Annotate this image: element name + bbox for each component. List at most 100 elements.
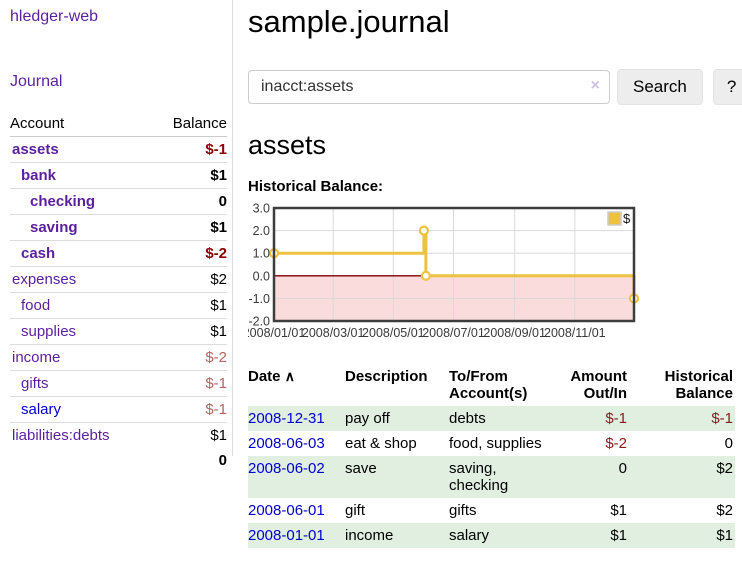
search-box: × [248,70,610,104]
plot-border [272,206,636,323]
x-tick-label: 2008/09/01 [483,326,546,340]
page-title: sample.journal [248,4,450,39]
transaction-balance: $2 [637,456,735,498]
account-balance: $-2 [150,344,227,371]
transaction-date-link[interactable]: 2008-12-31 [248,410,325,427]
data-point-marker [420,270,431,281]
historical-balance-chart: 3.0 2.0 1.0 0.0 -1.0 -2.0 2008/01/01 2008/03/01… [243,201,742,347]
register-row: 2008-06-03 eat & shop food, supplies $-2 0 [248,431,735,456]
sidebar-account-link[interactable]: bank [21,167,57,184]
register-header-date[interactable]: Date ∧ [248,368,295,385]
sidebar-account-row: cash $-2 [10,240,227,267]
sidebar-account-row: gifts $-1 [10,370,227,397]
y-tick-label: -2.0 [248,315,270,329]
accounts-total-value: 0 [218,452,227,469]
transaction-description: save [345,456,449,498]
register-header-amount: Amount Out/In [570,368,627,402]
sidebar-account-link[interactable]: liabilities:debts [12,427,110,444]
transaction-amount: $1 [610,502,627,519]
transaction-description: income [345,523,449,548]
register-header-accounts: To/From Account(s) [449,368,528,402]
help-button[interactable]: ? [712,69,742,105]
x-tick-label: 2008/05/01 [362,326,425,340]
sidebar-account-row: checking 0 [10,188,227,215]
sidebar-account-link[interactable]: food [21,297,51,314]
y-tick-label: 3.0 [253,202,270,216]
sidebar-account-link[interactable]: expenses [12,271,77,288]
clear-search-icon[interactable]: × [590,77,600,94]
account-balance: $2 [150,266,227,293]
account-balance: $-2 [150,240,227,267]
transaction-balance: $2 [716,502,733,519]
account-balance: $1 [150,292,227,319]
sidebar-account-link[interactable]: supplies [21,323,77,340]
register-row: 2008-06-02 save saving, checking 0 $2 [248,456,735,498]
main-content: sample.journal × Search ? assets Histori… [234,0,742,548]
register-header-description: Description [345,368,428,385]
sort-asc-icon: ∧ [284,368,295,384]
account-balance: $1 [150,422,227,448]
account-balance: $1 [150,162,227,189]
accounts-table: Account Balance assets $-1 bank $1 checking 0… [10,112,227,473]
accounts-header-account: Account [10,112,151,137]
search-input[interactable] [248,70,610,104]
transaction-amount: $-2 [605,435,627,452]
sidebar-account-row: saving $1 [10,214,227,241]
transaction-amount: 0 [559,456,637,498]
sidebar-account-row: food $1 [10,292,227,319]
transaction-date-link[interactable]: 2008-01-01 [248,527,325,544]
sidebar-account-row: salary $-1 [10,396,227,423]
sidebar-account-row: bank $1 [10,162,227,189]
transaction-accounts: gifts [449,502,477,519]
y-tick-label: 0.0 [253,269,270,283]
transaction-amount: $1 [559,523,637,548]
account-balance: $-1 [150,396,227,423]
y-tick-label: 1.0 [253,247,270,261]
x-tick-label: 2008/11/01 [544,326,606,340]
account-balance: 0 [150,188,227,215]
app-title-link[interactable]: hledger-web [10,8,99,25]
search-form: × Search ? [248,69,742,105]
transaction-balance: $-1 [637,406,735,431]
transaction-accounts: salary [449,523,559,548]
account-balance: $-1 [205,141,227,158]
sidebar-account-row: expenses $2 [10,266,227,293]
x-tick-label: 2008/03/01 [302,326,365,340]
account-balance: $1 [150,318,227,345]
register-row: 2008-01-01 income salary $1 $1 [248,523,735,548]
data-point-marker [418,225,430,236]
accounts-header-balance: Balance [150,112,227,137]
chart-title: Historical Balance: [248,178,384,195]
register-row: 2008-06-01 gift gifts $1 $2 [248,498,735,523]
transaction-amount: $-1 [559,406,637,431]
legend-label: $ [623,211,631,226]
sidebar-item-journal[interactable]: Journal [10,73,63,90]
sidebar-account-link[interactable]: assets [12,141,59,158]
transaction-balance: 0 [724,435,733,452]
balance-chart-svg: 3.0 2.0 1.0 0.0 -1.0 -2.02008/01/012008/03/01… [243,202,640,340]
transaction-description: eat & shop [345,435,417,452]
sidebar-account-link[interactable]: income [12,349,61,366]
transaction-description: pay off [345,406,449,431]
sidebar-account-link[interactable]: checking [30,193,96,210]
transaction-accounts: saving, checking [449,456,559,498]
search-button[interactable]: Search [617,69,703,105]
sidebar-account-link[interactable]: cash [21,245,56,262]
y-tick-label: -1.0 [248,292,270,306]
transaction-date-link[interactable]: 2008-06-01 [248,502,325,519]
transaction-accounts: debts [449,406,559,431]
register-header-balance: Historical Balance [664,368,733,402]
register-row: 2008-12-31 pay off debts $-1 $-1 [248,406,735,431]
sidebar-account-link[interactable]: saving [30,219,78,236]
register-table: Date ∧ Description To/From Account(s) Am… [248,366,735,548]
sidebar-account-link[interactable]: gifts [21,375,49,392]
sidebar: hledger-web Journal Account Balance asse… [0,0,233,469]
account-balance: $-1 [150,370,227,397]
transaction-date-link[interactable]: 2008-06-03 [248,435,325,452]
sidebar-account-link[interactable]: salary [21,401,62,418]
transaction-date-link[interactable]: 2008-06-02 [248,460,325,477]
transaction-balance: $1 [637,523,735,548]
sidebar-account-row: assets $-1 [10,137,227,163]
account-heading: assets [248,130,327,160]
x-tick-label: 2008/01/01 [248,326,305,340]
